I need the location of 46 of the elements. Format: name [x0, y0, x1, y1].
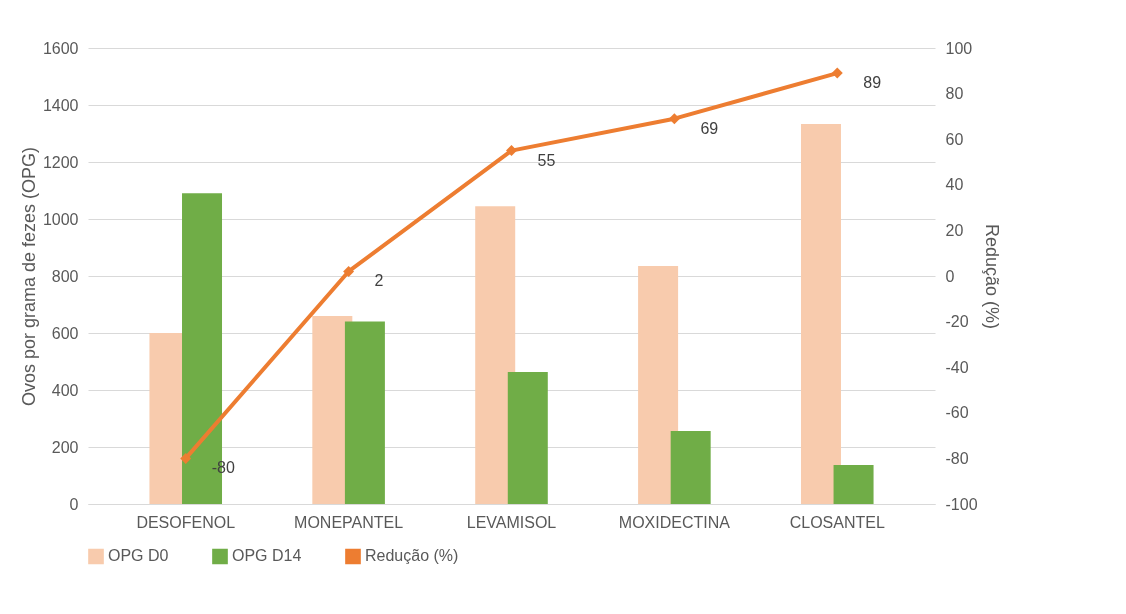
bar [507, 372, 548, 504]
y-axis-title: Ovos por grama de fezes (OPG) [18, 146, 39, 407]
y-tick-label: 200 [51, 438, 79, 456]
bar [344, 321, 385, 504]
y-tick-label: 1000 [42, 210, 79, 228]
bar [475, 206, 516, 504]
y-tick-label: 0 [69, 495, 79, 513]
x-tick-label: LEVAMISOL [466, 513, 557, 531]
x-tick-label: MONEPANTEL [294, 513, 404, 531]
x-tick-label: MOXIDECTINA [618, 513, 731, 531]
legend-label: OPG D0 [108, 547, 169, 565]
y-tick-label: 1200 [42, 153, 79, 171]
point [668, 113, 680, 125]
bar [800, 124, 841, 504]
y2-tick-label: -20 [945, 313, 969, 331]
point [831, 67, 843, 79]
legend-label: Redução (%) [365, 547, 459, 565]
bar [670, 431, 711, 504]
y2-axis-title: Redução (%) [981, 223, 1002, 330]
y-tick-label: 800 [51, 267, 79, 285]
y2-tick-label: -100 [945, 495, 978, 513]
y2-tick-label: 0 [945, 267, 955, 285]
y-tick-label: 1400 [42, 96, 79, 114]
point [506, 145, 517, 157]
y2-tick-label: -40 [945, 358, 969, 376]
y2-tick-label: 80 [945, 85, 964, 103]
y2-tick-label: 100 [945, 39, 973, 57]
point [343, 265, 355, 277]
y2-tick-label: -80 [945, 449, 969, 467]
y-tick-label: 400 [51, 381, 79, 399]
y2-tick-label: 40 [945, 176, 964, 194]
data-label: 55 [537, 151, 556, 169]
data-label: 2 [374, 272, 384, 290]
data-label: 69 [700, 119, 719, 137]
legend-label: OPG D14 [232, 547, 302, 565]
y-tick-label: 1600 [42, 39, 79, 57]
x-tick-label: CLOSANTEL [789, 513, 885, 531]
bar [833, 464, 874, 504]
data-label: 89 [863, 74, 882, 92]
y2-tick-label: 20 [945, 221, 964, 239]
y2-tick-label: -60 [945, 404, 969, 422]
y2-tick-label: 60 [945, 130, 964, 148]
x-tick-label: DESOFENOL [136, 513, 236, 531]
y-tick-label: 600 [51, 324, 79, 342]
bar [638, 266, 679, 504]
point [180, 452, 192, 464]
